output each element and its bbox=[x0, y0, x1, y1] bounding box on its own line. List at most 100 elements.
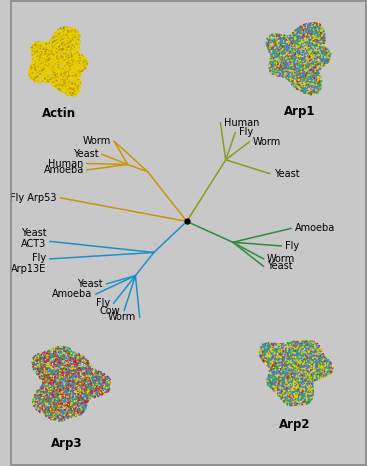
Point bbox=[60, 393, 66, 401]
Point bbox=[304, 382, 310, 389]
Point bbox=[280, 69, 286, 76]
Point bbox=[67, 382, 73, 389]
Point bbox=[63, 387, 69, 394]
Point bbox=[295, 82, 301, 89]
Point bbox=[91, 384, 97, 391]
Point bbox=[70, 64, 76, 72]
Point bbox=[285, 370, 291, 377]
Point bbox=[33, 76, 39, 84]
Point bbox=[274, 348, 280, 356]
Point bbox=[77, 359, 83, 366]
Point bbox=[51, 60, 57, 68]
Point bbox=[283, 384, 289, 392]
Point bbox=[61, 30, 67, 37]
Point bbox=[94, 389, 100, 396]
Point bbox=[75, 33, 81, 41]
Point bbox=[41, 381, 47, 389]
Point bbox=[61, 363, 66, 371]
Point bbox=[58, 374, 64, 381]
Point bbox=[46, 61, 51, 69]
Point bbox=[259, 350, 265, 357]
Point bbox=[73, 376, 79, 383]
Point bbox=[69, 408, 75, 415]
Point bbox=[301, 83, 307, 90]
Point bbox=[290, 398, 296, 405]
Point bbox=[268, 381, 274, 388]
Point bbox=[35, 54, 41, 61]
Point bbox=[63, 34, 69, 41]
Point bbox=[316, 346, 321, 353]
Point bbox=[306, 390, 312, 397]
Point bbox=[279, 72, 285, 80]
Point bbox=[264, 355, 269, 363]
Point bbox=[64, 34, 70, 41]
Point bbox=[48, 393, 54, 401]
Point bbox=[42, 409, 48, 416]
Point bbox=[43, 351, 49, 358]
Point bbox=[281, 66, 287, 74]
Point bbox=[312, 82, 317, 89]
Point bbox=[63, 59, 69, 66]
Point bbox=[54, 386, 60, 393]
Point bbox=[278, 394, 284, 401]
Point bbox=[34, 400, 40, 408]
Point bbox=[307, 67, 313, 75]
Point bbox=[309, 81, 315, 89]
Point bbox=[59, 80, 65, 88]
Point bbox=[276, 360, 282, 367]
Point bbox=[305, 374, 310, 381]
Point bbox=[264, 348, 269, 356]
Point bbox=[310, 87, 316, 95]
Point bbox=[83, 403, 89, 411]
Point bbox=[288, 378, 294, 385]
Point bbox=[80, 356, 86, 364]
Point bbox=[270, 70, 276, 78]
Point bbox=[41, 363, 47, 371]
Point bbox=[328, 56, 334, 63]
Point bbox=[53, 54, 59, 62]
Point bbox=[320, 54, 326, 61]
Point bbox=[44, 350, 50, 357]
Point bbox=[281, 32, 287, 39]
Point bbox=[67, 35, 73, 43]
Point bbox=[70, 84, 76, 92]
Point bbox=[72, 407, 77, 414]
Point bbox=[68, 360, 74, 368]
Point bbox=[72, 396, 77, 403]
Point bbox=[314, 24, 320, 31]
Point bbox=[70, 52, 76, 60]
Point bbox=[34, 77, 40, 84]
Point bbox=[286, 62, 292, 69]
Point bbox=[270, 69, 276, 76]
Point bbox=[66, 58, 72, 66]
Point bbox=[32, 76, 38, 83]
Point bbox=[294, 383, 300, 391]
Point bbox=[287, 39, 292, 46]
Point bbox=[315, 371, 320, 379]
Point bbox=[312, 52, 318, 60]
Point bbox=[267, 62, 273, 69]
Point bbox=[52, 409, 58, 416]
Point bbox=[70, 89, 76, 97]
Point bbox=[285, 75, 291, 83]
Point bbox=[298, 58, 304, 65]
Point bbox=[70, 75, 76, 82]
Point bbox=[75, 57, 81, 64]
Point bbox=[267, 375, 273, 382]
Point bbox=[303, 27, 309, 35]
Point bbox=[43, 411, 48, 419]
Point bbox=[33, 48, 39, 56]
Point bbox=[313, 348, 319, 355]
Point bbox=[67, 27, 73, 34]
Point bbox=[299, 35, 305, 43]
Point bbox=[265, 343, 271, 350]
Point bbox=[78, 351, 84, 359]
Point bbox=[44, 375, 50, 383]
Point bbox=[65, 27, 70, 34]
Point bbox=[321, 58, 327, 65]
Point bbox=[61, 35, 67, 43]
Point bbox=[44, 41, 50, 49]
Point bbox=[288, 363, 294, 370]
Point bbox=[53, 357, 59, 364]
Point bbox=[323, 363, 328, 371]
